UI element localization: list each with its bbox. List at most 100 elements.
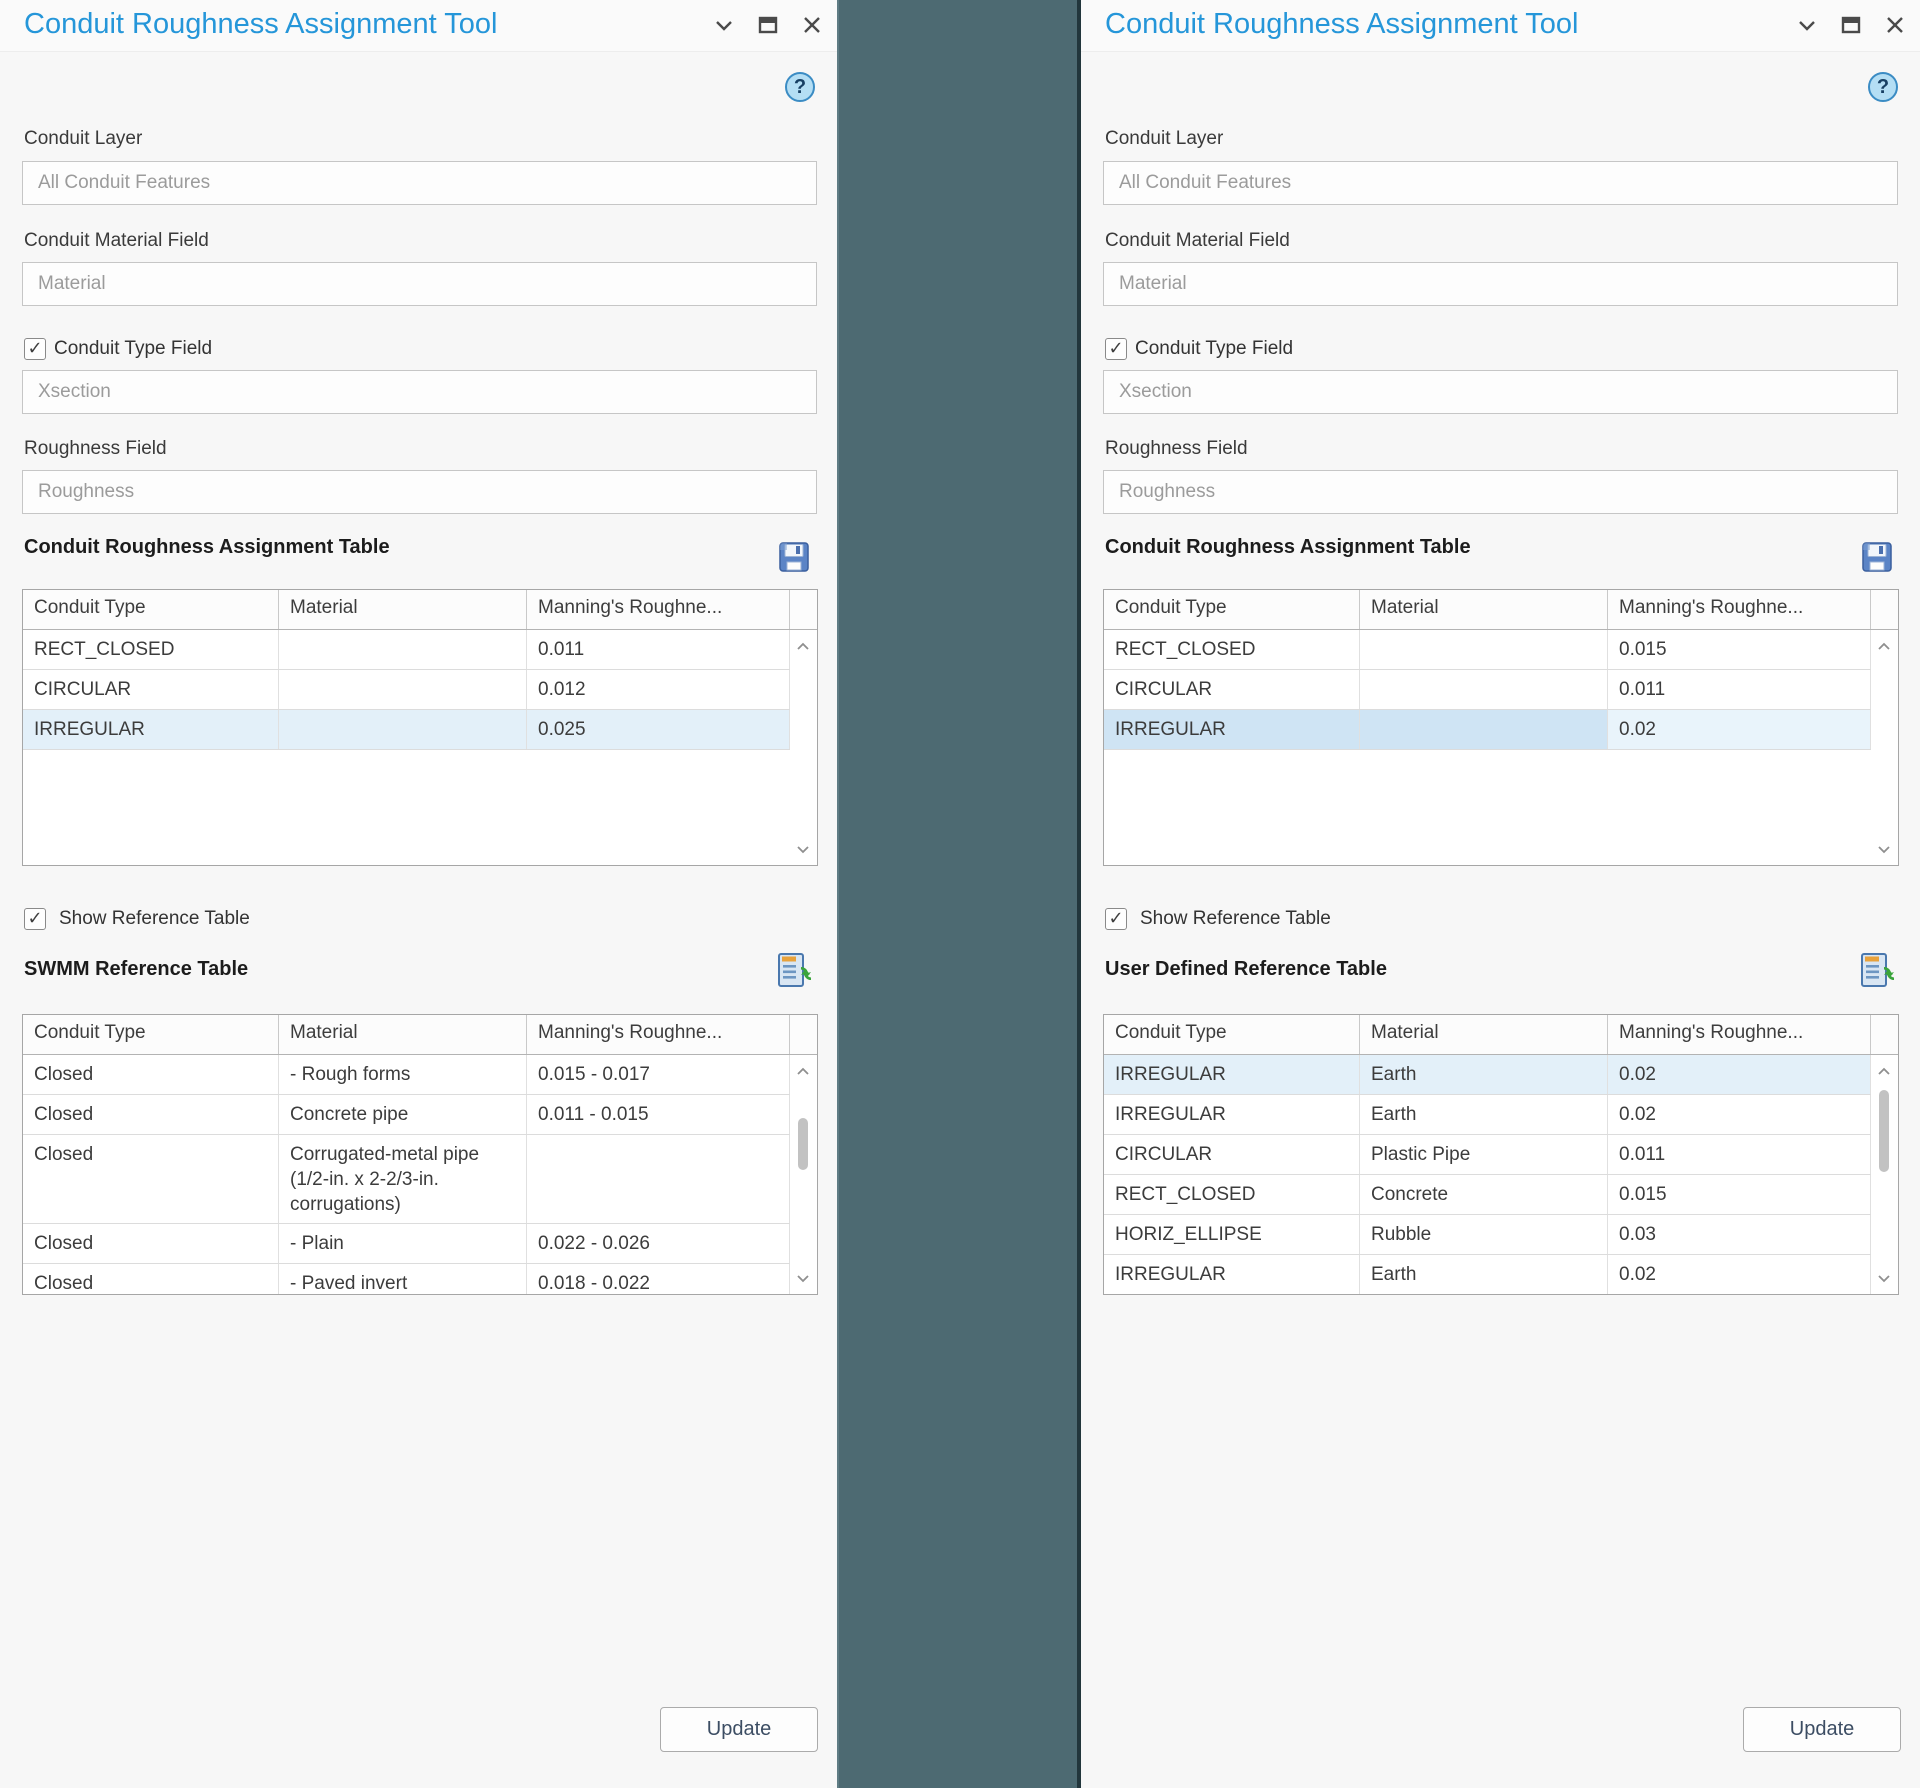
- cell-roughness[interactable]: 0.011: [1608, 1135, 1871, 1174]
- update-button[interactable]: Update: [1743, 1707, 1901, 1752]
- table-row[interactable]: IRREGULAR 0.02: [1104, 710, 1871, 750]
- table-row[interactable]: IRREGULAR Earth 0.02: [1104, 1255, 1871, 1294]
- table-row[interactable]: RECT_CLOSED Concrete 0.015: [1104, 1175, 1871, 1215]
- cell-material[interactable]: Earth: [1360, 1095, 1608, 1134]
- cell-roughness[interactable]: 0.015 - 0.017: [527, 1055, 790, 1094]
- cell-conduit-type[interactable]: IRREGULAR: [1104, 710, 1360, 749]
- save-icon[interactable]: [777, 538, 811, 576]
- vertical-scrollbar[interactable]: [1871, 1056, 1897, 1293]
- column-header[interactable]: Conduit Type: [1104, 590, 1360, 629]
- roughness-input[interactable]: Roughness: [22, 470, 817, 514]
- table-row[interactable]: Closed Corrugated-metal pipe (1/2-in. x …: [23, 1135, 790, 1224]
- column-header[interactable]: Manning's Roughne...: [1608, 1015, 1871, 1054]
- table-row[interactable]: Closed - Plain 0.022 - 0.026: [23, 1224, 790, 1264]
- conduit-type-input[interactable]: Xsection: [22, 370, 817, 414]
- cell-conduit-type[interactable]: RECT_CLOSED: [1104, 1175, 1360, 1214]
- checkbox-icon[interactable]: [1105, 908, 1127, 930]
- conduit-layer-input[interactable]: All Conduit Features: [22, 161, 817, 205]
- cell-conduit-type[interactable]: RECT_CLOSED: [23, 630, 279, 669]
- checkbox-icon[interactable]: [24, 908, 46, 930]
- scroll-up-icon[interactable]: [1871, 1060, 1897, 1082]
- cell-material[interactable]: - Rough forms: [279, 1055, 527, 1094]
- cell-conduit-type[interactable]: HORIZ_ELLIPSE: [1104, 1215, 1360, 1254]
- scroll-down-icon[interactable]: [790, 1267, 816, 1289]
- cell-roughness[interactable]: 0.015: [1608, 630, 1871, 669]
- checkbox-icon[interactable]: [24, 338, 46, 360]
- column-header[interactable]: Material: [1360, 1015, 1608, 1054]
- cell-material[interactable]: Rubble: [1360, 1215, 1608, 1254]
- table-row[interactable]: IRREGULAR Earth 0.02: [1104, 1095, 1871, 1135]
- table-row[interactable]: RECT_CLOSED 0.015: [1104, 630, 1871, 670]
- column-header[interactable]: Manning's Roughne...: [1608, 590, 1871, 629]
- show-reference-checkbox[interactable]: Show Reference Table: [24, 908, 250, 930]
- cell-material[interactable]: [279, 670, 527, 709]
- vertical-scrollbar[interactable]: [1871, 631, 1897, 864]
- show-reference-checkbox[interactable]: Show Reference Table: [1105, 908, 1331, 930]
- cell-roughness[interactable]: 0.011 - 0.015: [527, 1095, 790, 1134]
- cell-material[interactable]: Concrete pipe: [279, 1095, 527, 1134]
- table-row[interactable]: CIRCULAR 0.012: [23, 670, 790, 710]
- maximize-icon[interactable]: [757, 14, 779, 36]
- cell-conduit-type[interactable]: CIRCULAR: [1104, 1135, 1360, 1174]
- scroll-up-icon[interactable]: [790, 1060, 816, 1082]
- conduit-type-field-checkbox[interactable]: Conduit Type Field: [1105, 338, 1293, 360]
- table-row[interactable]: Closed - Paved invert 0.018 - 0.022: [23, 1264, 790, 1294]
- table-row[interactable]: Closed Concrete pipe 0.011 - 0.015: [23, 1095, 790, 1135]
- scroll-up-icon[interactable]: [790, 635, 816, 657]
- cell-roughness[interactable]: 0.011: [527, 630, 790, 669]
- help-icon[interactable]: ?: [1868, 72, 1898, 102]
- table-row[interactable]: CIRCULAR 0.011: [1104, 670, 1871, 710]
- cell-roughness[interactable]: 0.03: [1608, 1215, 1871, 1254]
- collapse-chevron-icon[interactable]: [713, 14, 735, 36]
- scrollbar-thumb[interactable]: [1879, 1090, 1889, 1172]
- cell-conduit-type[interactable]: CIRCULAR: [23, 670, 279, 709]
- cell-material[interactable]: [1360, 670, 1608, 709]
- cell-material[interactable]: Earth: [1360, 1255, 1608, 1294]
- table-row[interactable]: Closed - Rough forms 0.015 - 0.017: [23, 1055, 790, 1095]
- column-header[interactable]: Material: [1360, 590, 1608, 629]
- cell-material[interactable]: [1360, 630, 1608, 669]
- cell-conduit-type[interactable]: Closed: [23, 1135, 279, 1223]
- scrollbar-thumb[interactable]: [798, 1118, 808, 1170]
- close-icon[interactable]: [1884, 14, 1906, 36]
- cell-roughness[interactable]: 0.025: [527, 710, 790, 749]
- scroll-up-icon[interactable]: [1871, 635, 1897, 657]
- cell-material[interactable]: Plastic Pipe: [1360, 1135, 1608, 1174]
- cell-roughness[interactable]: 0.02: [1608, 1255, 1871, 1294]
- column-header[interactable]: Material: [279, 590, 527, 629]
- table-row[interactable]: HORIZ_ELLIPSE Rubble 0.03: [1104, 1215, 1871, 1255]
- cell-conduit-type[interactable]: CIRCULAR: [1104, 670, 1360, 709]
- conduit-type-input[interactable]: Xsection: [1103, 370, 1898, 414]
- cell-material[interactable]: - Paved invert: [279, 1264, 527, 1294]
- close-icon[interactable]: [801, 14, 823, 36]
- cell-roughness[interactable]: 0.02: [1608, 710, 1871, 749]
- cell-material[interactable]: Corrugated-metal pipe (1/2-in. x 2-2/3-i…: [279, 1135, 527, 1223]
- cell-conduit-type[interactable]: Closed: [23, 1055, 279, 1094]
- vertical-scrollbar[interactable]: [790, 631, 816, 864]
- cell-conduit-type[interactable]: RECT_CLOSED: [1104, 630, 1360, 669]
- save-icon[interactable]: [1860, 538, 1894, 576]
- cell-roughness[interactable]: 0.022 - 0.026: [527, 1224, 790, 1263]
- cell-conduit-type[interactable]: IRREGULAR: [23, 710, 279, 749]
- column-header[interactable]: Conduit Type: [1104, 1015, 1360, 1054]
- collapse-chevron-icon[interactable]: [1796, 14, 1818, 36]
- cell-roughness[interactable]: 0.02: [1608, 1095, 1871, 1134]
- cell-material[interactable]: [279, 630, 527, 669]
- scroll-down-icon[interactable]: [1871, 838, 1897, 860]
- conduit-material-input[interactable]: Material: [1103, 262, 1898, 306]
- scroll-down-icon[interactable]: [790, 838, 816, 860]
- table-row[interactable]: IRREGULAR Earth 0.02: [1104, 1055, 1871, 1095]
- cell-material[interactable]: Earth: [1360, 1055, 1608, 1094]
- cell-conduit-type[interactable]: IRREGULAR: [1104, 1055, 1360, 1094]
- column-header[interactable]: Manning's Roughne...: [527, 1015, 790, 1054]
- conduit-material-input[interactable]: Material: [22, 262, 817, 306]
- cell-material[interactable]: Concrete: [1360, 1175, 1608, 1214]
- cell-roughness[interactable]: [527, 1135, 790, 1223]
- cell-roughness[interactable]: 0.015: [1608, 1175, 1871, 1214]
- table-row[interactable]: CIRCULAR Plastic Pipe 0.011: [1104, 1135, 1871, 1175]
- cell-material[interactable]: [1360, 710, 1608, 749]
- cell-roughness[interactable]: 0.012: [527, 670, 790, 709]
- cell-conduit-type[interactable]: Closed: [23, 1095, 279, 1134]
- checkbox-icon[interactable]: [1105, 338, 1127, 360]
- column-header[interactable]: Material: [279, 1015, 527, 1054]
